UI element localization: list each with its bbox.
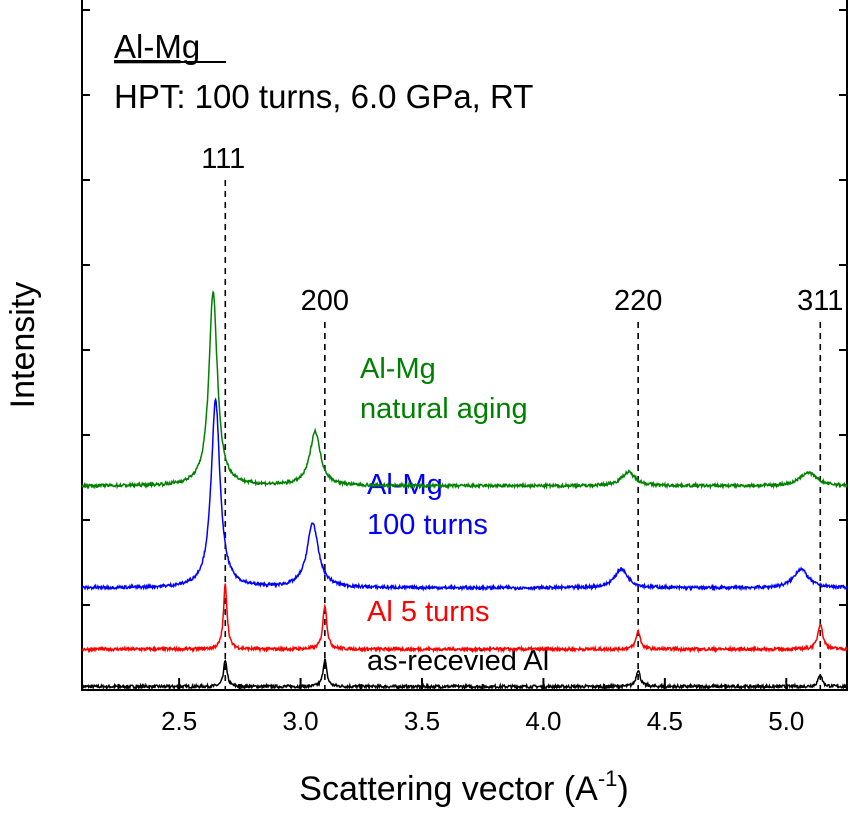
reflection-label: 200 [301, 285, 349, 317]
x-tick-label: 5.0 [768, 706, 804, 736]
series-label: Al 5 turns [367, 596, 490, 628]
series-label-line2: natural aging [360, 393, 528, 425]
x-tick-label: 2.5 [161, 706, 197, 736]
series-line [81, 658, 848, 691]
chart-title: Al-Mg [114, 28, 200, 65]
x-axis-label-main: Scattering vector (A [299, 770, 598, 808]
x-tick-label: 3.5 [404, 706, 440, 736]
reflection-label: 220 [614, 285, 662, 317]
series-label: Al-Mg [360, 353, 436, 385]
x-axis-label-sup: -1 [598, 766, 618, 791]
reflection-label: 311 [797, 285, 843, 317]
series-line [81, 397, 848, 592]
x-axis-label: Scattering vector (A-1) [299, 766, 628, 808]
x-tick-label: 4.5 [647, 706, 683, 736]
x-tick-label: 4.0 [525, 706, 561, 736]
series-label-line2: 100 turns [367, 509, 488, 541]
series-line [81, 583, 848, 654]
y-axis-label: Intensity [4, 282, 42, 409]
chart-subtitle: HPT: 100 turns, 6.0 GPa, RT [114, 78, 533, 115]
series-line [81, 290, 848, 491]
reflection-label: 111 [201, 143, 245, 175]
x-axis-label-end: ) [617, 770, 628, 808]
x-tick-label: 3.0 [282, 706, 318, 736]
